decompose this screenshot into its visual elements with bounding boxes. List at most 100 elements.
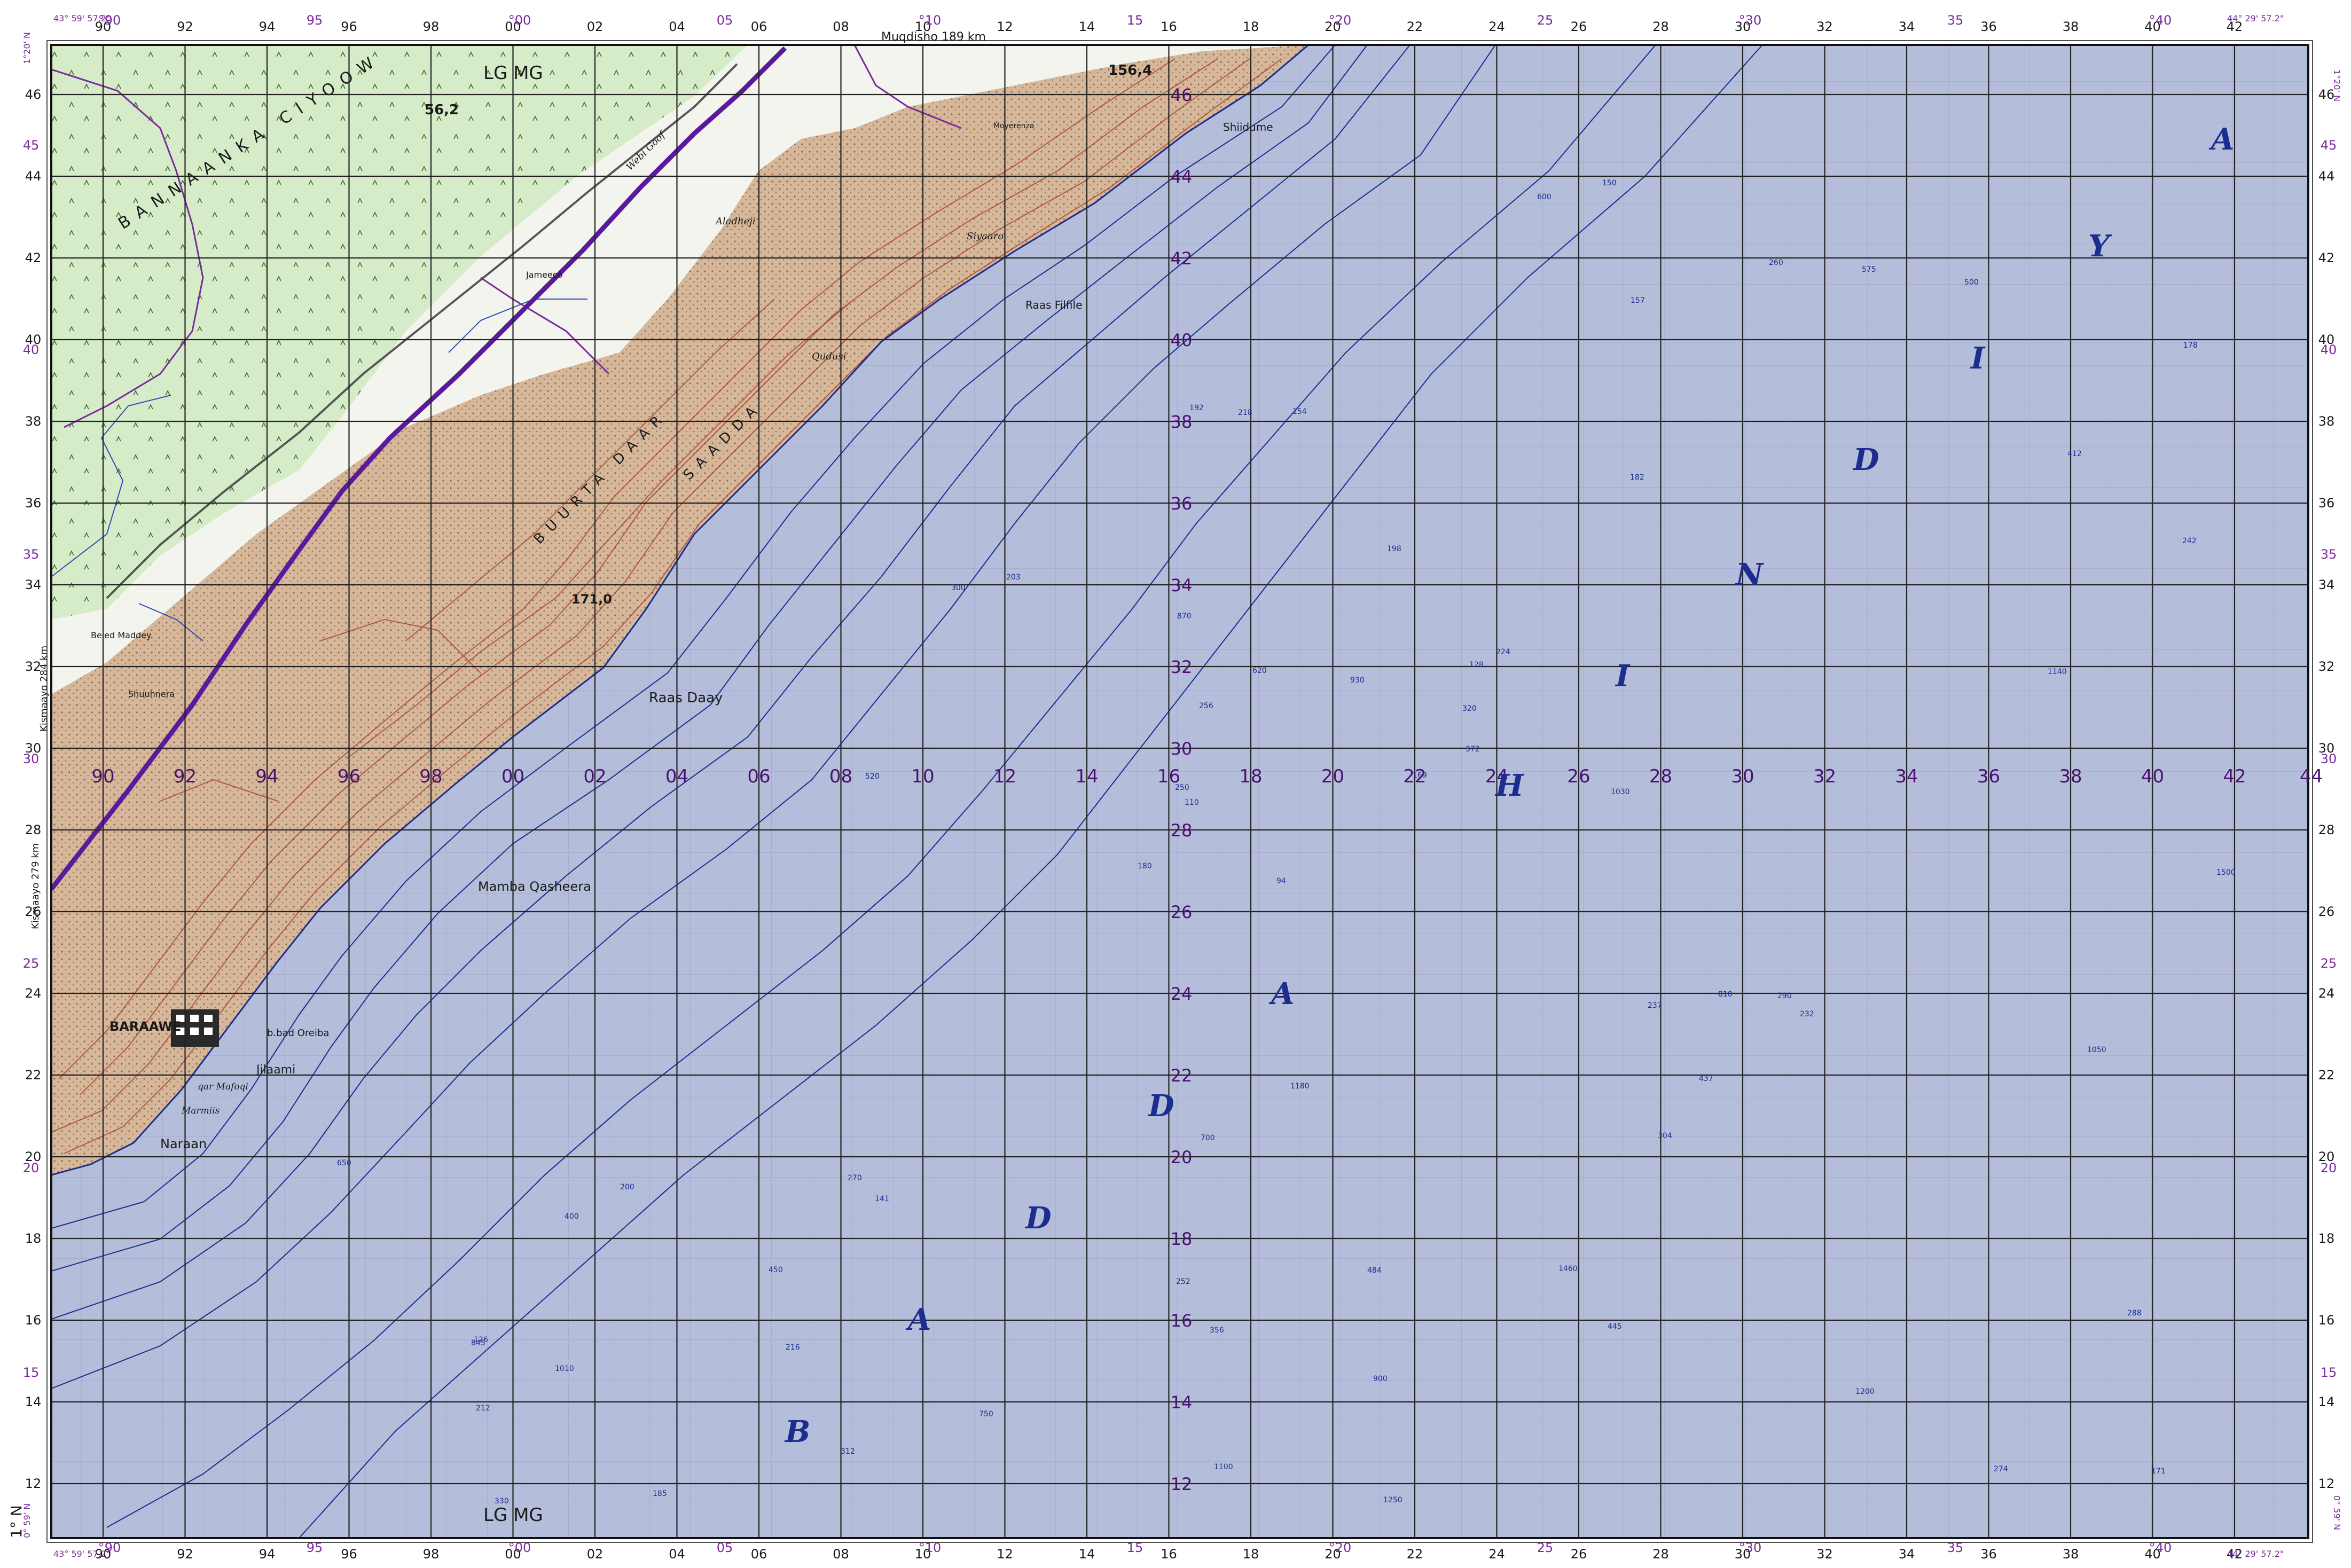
easting-label-top: 18: [1243, 19, 1259, 34]
inner-easting-label: 32: [1813, 766, 1836, 787]
inner-easting-label: 00: [501, 766, 524, 787]
northing-label-right: 30: [2318, 741, 2335, 756]
place-shuuhnera: Shuuhnera: [128, 689, 175, 699]
easting-label-top: 20: [1325, 19, 1341, 34]
inner-easting-label: 16: [1157, 766, 1180, 787]
easting-label-top: 92: [177, 19, 193, 34]
geo-tick-left: 30: [23, 751, 40, 766]
sea-name-letter: A: [1268, 976, 1294, 1012]
northing-label-left: 36: [25, 496, 42, 511]
easting-label-bottom: 96: [341, 1547, 357, 1562]
geo-tick-left: 25: [23, 956, 40, 971]
easting-label-bottom: 08: [833, 1547, 849, 1562]
geo-tick-left: 20: [23, 1161, 40, 1175]
depth-sounding: 237: [1648, 1001, 1662, 1010]
south-margin-lat: 1° N: [7, 1505, 25, 1538]
depth-sounding: 178: [2183, 341, 2198, 350]
place-jilaami: Jilaami: [255, 1063, 295, 1077]
sand-dots: [51, 45, 1308, 1175]
easting-label-bottom: 00: [505, 1547, 521, 1562]
sea-name-letter: A: [2208, 122, 2234, 157]
depth-sounding: 128: [1469, 661, 1484, 669]
depth-sounding: 110: [1185, 798, 1199, 807]
easting-label-bottom: 32: [1816, 1547, 1833, 1562]
sea-name-letter: Y: [2088, 229, 2112, 264]
inner-easting-label: 06: [747, 766, 770, 787]
depth-sounding: 372: [1466, 745, 1480, 754]
northing-label-right: 36: [2318, 496, 2335, 511]
depth-sounding: 224: [1496, 648, 1510, 656]
depth-sounding: 141: [875, 1195, 889, 1203]
northing-label-left: 30: [25, 741, 42, 756]
depth-sounding: 192: [1189, 404, 1204, 412]
depth-sounding: 1200: [1855, 1387, 1875, 1396]
grid-label-layer: 90 90 92 92 94 94 96 96 98 98 00 00 02 02 04 04 06 06 08 08…: [23, 13, 2337, 1562]
depth-sounding: 169: [1413, 771, 1427, 780]
northing-label-right: 18: [2318, 1231, 2335, 1246]
northing-label-left: 12: [25, 1476, 42, 1491]
depth-sounding: 575: [1862, 265, 1876, 274]
main-road: [51, 46, 787, 891]
depth-sounding: 1050: [2087, 1046, 2106, 1054]
northing-label-right: 14: [2318, 1394, 2335, 1409]
rivers: [51, 299, 587, 641]
sea-name-letter: D: [1147, 1088, 1174, 1124]
northing-label-right: 20: [2318, 1149, 2335, 1164]
inner-easting-label: 22: [1403, 766, 1426, 787]
easting-label-top: 90: [95, 19, 112, 34]
inner-northing-label: 46: [1171, 85, 1193, 105]
depth-sounding: 620: [1252, 667, 1267, 675]
depth-sounding: 250: [1175, 783, 1189, 792]
place-jameeco: Jameeco: [526, 270, 562, 280]
northing-label-left: 32: [25, 659, 42, 674]
easting-label-bottom: 28: [1652, 1547, 1669, 1562]
easting-label-bottom: 40: [2144, 1547, 2161, 1562]
easting-label-top: 24: [1488, 19, 1505, 34]
inner-easting-label: 96: [338, 766, 361, 787]
admin-boundaries: [51, 45, 962, 428]
kilometre-grid: [51, 45, 2308, 1538]
geo-tick-bottom: °40: [2149, 1540, 2172, 1555]
depth-sounding: 750: [979, 1410, 993, 1418]
margin-note-kismaayo-1: Kismaayo 284 km: [38, 646, 50, 732]
geo-tick-top: °00: [508, 13, 531, 28]
easting-label-top: 36: [1980, 19, 1997, 34]
geo-tick-top: °10: [919, 13, 942, 28]
inner-easting-label: 26: [1567, 766, 1590, 787]
sea-name-letter: H: [1494, 768, 1525, 803]
easting-label-top: 16: [1161, 19, 1177, 34]
outer-frame: [46, 40, 2313, 1543]
depth-sounding: 157: [1631, 296, 1645, 305]
depth-sounding: 650: [337, 1159, 351, 1167]
geo-tick-bottom: 35: [1947, 1540, 1964, 1555]
easting-label-top: 02: [587, 19, 604, 34]
northing-label-left: 20: [25, 1149, 42, 1164]
northing-label-left: 34: [25, 577, 42, 592]
place-beled-maddey: Beled Maddey: [91, 630, 152, 640]
inner-northing-label: 44: [1171, 167, 1193, 187]
depth-sounding: 203: [1006, 573, 1021, 582]
spot-height-1: 56,2: [425, 102, 459, 118]
depth-sounding: 400: [565, 1212, 579, 1221]
corner-sw-lon: 43° 59' 57.2": [53, 1549, 110, 1559]
depth-sounding: 412: [2067, 450, 2082, 458]
northing-label-right: 12: [2318, 1476, 2335, 1491]
northing-label-left: 46: [25, 87, 42, 102]
northing-label-left: 18: [25, 1231, 42, 1246]
depth-sounding: 1010: [555, 1365, 574, 1373]
geo-tick-top: 95: [307, 13, 323, 28]
inner-easting-label: 20: [1321, 766, 1344, 787]
geo-tick-bottom: 25: [1537, 1540, 1554, 1555]
depth-sounding: 232: [1800, 1010, 1814, 1018]
geo-tick-right: 45: [2321, 138, 2337, 153]
depth-sounding: 600: [1537, 193, 1551, 201]
inner-northing-label: 16: [1171, 1311, 1193, 1331]
depth-sounding: 256: [1199, 702, 1213, 710]
inner-northing-label: 42: [1171, 248, 1193, 269]
geo-tick-top: 25: [1537, 13, 1554, 28]
depth-sounding: 304: [1658, 1132, 1672, 1140]
easting-label-bottom: 06: [751, 1547, 767, 1562]
northing-label-right: 42: [2318, 250, 2335, 265]
inner-northing-label: 38: [1171, 412, 1193, 432]
